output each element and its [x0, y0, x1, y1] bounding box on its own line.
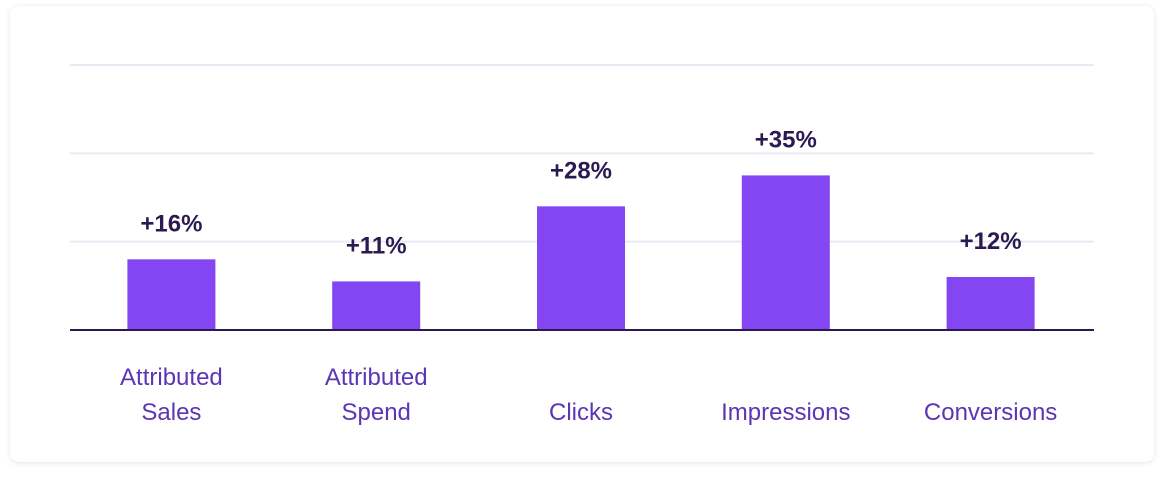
- category-label: Clicks: [549, 399, 613, 426]
- bar-value-label: +11%: [346, 232, 407, 259]
- category-label-line: Spend: [341, 399, 410, 426]
- bar-value-label: +12%: [960, 228, 1022, 255]
- bar-value-label: +28%: [550, 157, 612, 184]
- bar-value-label: +35%: [755, 126, 817, 153]
- bar: [946, 277, 1035, 330]
- category-label: Attributed Spend: [325, 364, 428, 426]
- bar-value-label: +16%: [140, 210, 202, 237]
- category-label-line: Sales: [141, 399, 201, 426]
- category-labels: Attributed Sales Attributed Spend Clicks Impr…: [120, 364, 1057, 426]
- bars: [127, 175, 1035, 330]
- bar: [332, 281, 421, 330]
- bar: [537, 206, 625, 330]
- category-label: Attributed Sales: [120, 364, 223, 426]
- category-label-line: Clicks: [549, 399, 613, 426]
- category-label-line: Attributed: [120, 364, 223, 391]
- category-label: Impressions: [721, 399, 850, 426]
- category-label-line: Conversions: [924, 399, 1057, 426]
- category-label: Conversions: [924, 399, 1057, 426]
- value-labels: +16% +11% +28% +35% +12%: [140, 126, 1021, 259]
- category-label-line: Attributed: [325, 364, 428, 391]
- bar: [741, 175, 830, 330]
- bar: [127, 259, 216, 330]
- category-label-line: Impressions: [721, 399, 850, 426]
